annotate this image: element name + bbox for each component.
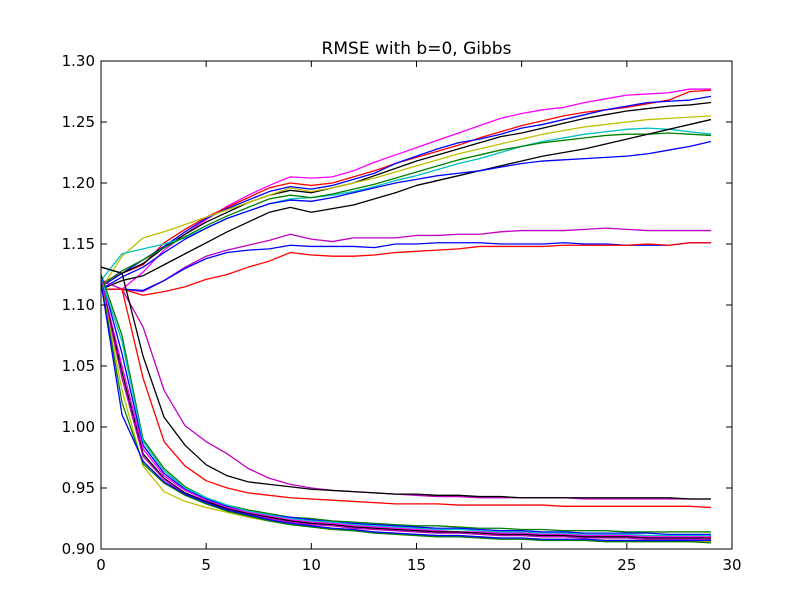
x-tick-label: 5 [201,556,211,574]
series-line-12 [101,242,711,296]
series-line-14 [100,266,711,500]
series-line-18 [100,277,711,537]
y-tick-label: 1.25 [62,113,95,131]
x-tick-label: 30 [722,556,741,574]
x-tick-label: 15 [407,556,426,574]
y-tick-label: 0.95 [62,479,95,497]
series-line-17 [100,275,711,536]
series-line-20 [100,280,711,539]
series-line-5 [100,115,712,290]
x-tick-label: 25 [617,556,636,574]
series-line-3 [100,95,712,288]
series-line-8 [100,118,712,290]
series-layer [100,88,712,544]
series-line-19 [100,279,711,538]
chart-title: RMSE with b=0, Gibbs [322,39,512,59]
x-tick-label: 20 [512,556,531,574]
y-tick-label: 1.20 [62,174,95,192]
tick-layer: 0 5 10 15 20 25 30 0.90 0.95 1.00 1.05 1.10 1.15 1.20… [62,52,742,574]
series-line-1 [101,88,711,290]
series-line-9 [100,140,712,290]
series-line-10 [101,227,711,293]
y-tick-label: 1.15 [62,235,95,253]
y-tick-label: 0.90 [62,540,95,558]
series-line-11 [101,242,711,292]
y-tick-label: 1.30 [62,52,95,70]
y-tick-label: 1.10 [62,296,95,314]
x-tick-label: 0 [96,556,106,574]
y-tick-label: 1.00 [62,418,95,436]
y-tick-label: 1.05 [62,357,95,375]
series-line-4 [100,101,712,274]
series-line-15 [101,288,712,509]
series-line-23 [100,281,712,544]
series-line-7 [100,132,712,287]
series-line-24 [100,282,711,542]
x-tick-label: 10 [302,556,321,574]
